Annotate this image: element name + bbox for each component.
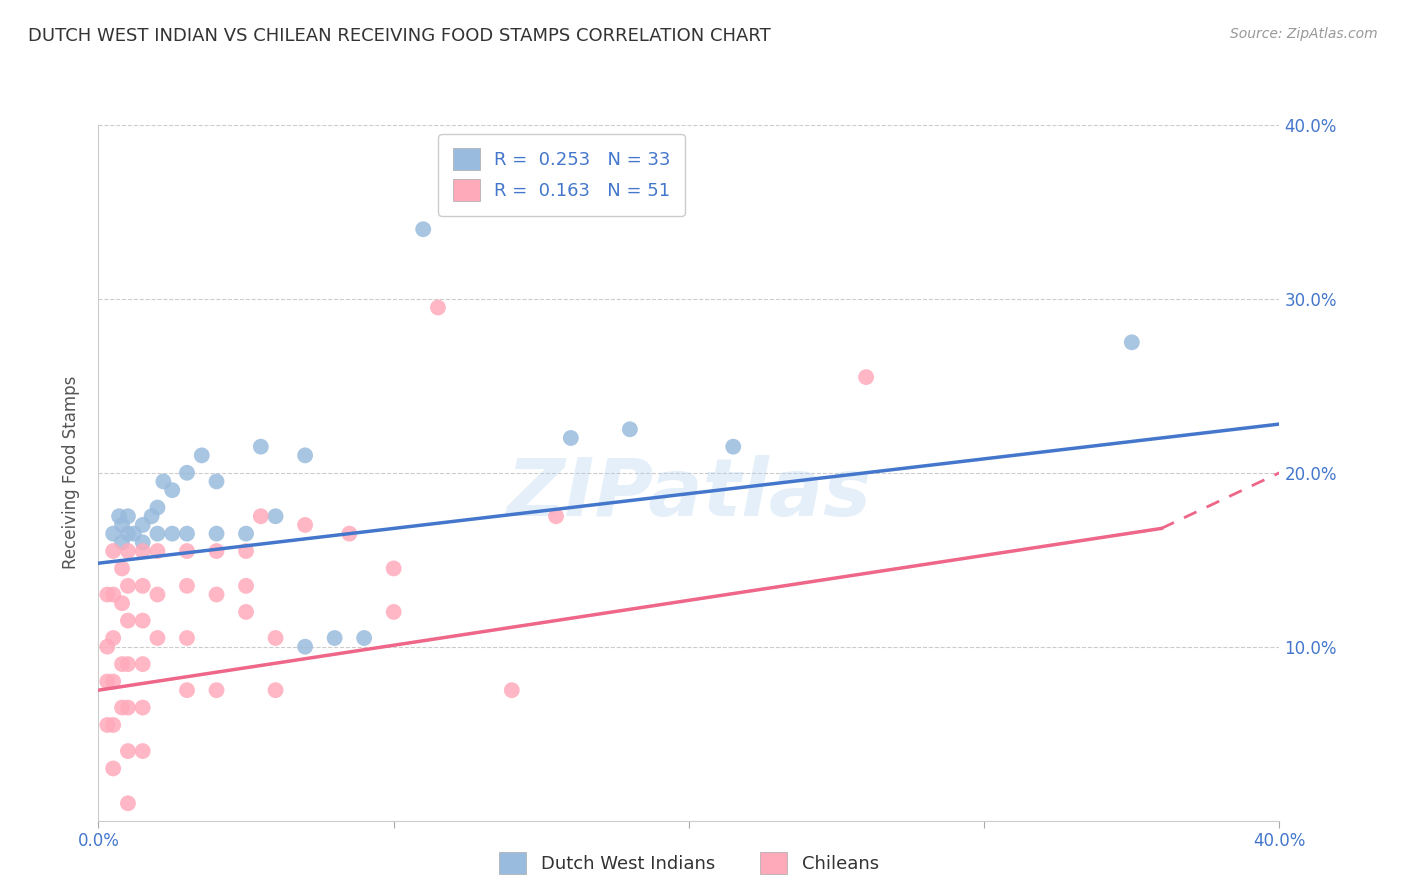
Point xyxy=(264,631,287,645)
Point xyxy=(111,700,134,714)
Point xyxy=(132,657,155,671)
Point xyxy=(264,509,287,524)
Point xyxy=(146,631,169,645)
Point xyxy=(546,509,568,524)
Point xyxy=(96,640,118,654)
Point xyxy=(117,614,139,628)
Point xyxy=(103,587,125,601)
Point xyxy=(855,370,877,384)
Point xyxy=(96,674,118,689)
Point xyxy=(132,744,155,758)
Point xyxy=(111,596,134,610)
Point xyxy=(96,587,118,601)
Point xyxy=(117,526,139,541)
Point xyxy=(132,614,155,628)
Point xyxy=(294,448,316,462)
Point xyxy=(117,796,139,810)
Text: Source: ZipAtlas.com: Source: ZipAtlas.com xyxy=(1230,27,1378,41)
Point xyxy=(141,509,163,524)
Point xyxy=(103,674,125,689)
Point xyxy=(353,631,375,645)
Point xyxy=(176,683,198,698)
Point xyxy=(117,544,139,558)
Point xyxy=(294,517,316,532)
Point xyxy=(132,535,155,549)
Point xyxy=(264,683,287,698)
Point xyxy=(1121,335,1143,350)
Point xyxy=(205,526,228,541)
Point xyxy=(103,526,125,541)
Point xyxy=(176,544,198,558)
Point xyxy=(250,440,273,454)
Point xyxy=(339,526,360,541)
Point xyxy=(205,587,228,601)
Text: DUTCH WEST INDIAN VS CHILEAN RECEIVING FOOD STAMPS CORRELATION CHART: DUTCH WEST INDIAN VS CHILEAN RECEIVING F… xyxy=(28,27,770,45)
Point xyxy=(162,526,183,541)
Point xyxy=(205,544,228,558)
Y-axis label: Receiving Food Stamps: Receiving Food Stamps xyxy=(62,376,80,569)
Point xyxy=(146,500,169,515)
Point xyxy=(152,475,174,489)
Point xyxy=(117,700,139,714)
Point xyxy=(250,509,273,524)
Point xyxy=(235,544,257,558)
Point xyxy=(427,301,450,315)
Point xyxy=(176,526,198,541)
Point xyxy=(382,561,405,575)
Point xyxy=(176,466,198,480)
Point xyxy=(132,517,155,532)
Point xyxy=(117,744,139,758)
Point xyxy=(382,605,405,619)
Point xyxy=(103,761,125,775)
Point xyxy=(205,475,228,489)
Legend: Dutch West Indians, Chileans: Dutch West Indians, Chileans xyxy=(492,845,886,881)
Point xyxy=(132,579,155,593)
Point xyxy=(122,526,145,541)
Point xyxy=(176,631,198,645)
Point xyxy=(235,579,257,593)
Point xyxy=(235,526,257,541)
Point xyxy=(132,544,155,558)
Point xyxy=(205,683,228,698)
Point xyxy=(619,422,641,436)
Point xyxy=(117,509,139,524)
Point xyxy=(146,587,169,601)
Point xyxy=(111,517,134,532)
Point xyxy=(560,431,582,445)
Point xyxy=(111,561,134,575)
Point xyxy=(96,718,118,732)
Point xyxy=(323,631,346,645)
Point xyxy=(103,631,125,645)
Point xyxy=(176,579,198,593)
Point xyxy=(111,657,134,671)
Text: ZIPatlas: ZIPatlas xyxy=(506,455,872,533)
Point xyxy=(117,579,139,593)
Point xyxy=(108,509,131,524)
Point xyxy=(235,605,257,619)
Point xyxy=(501,683,523,698)
Point xyxy=(723,440,745,454)
Point xyxy=(146,544,169,558)
Point xyxy=(146,526,169,541)
Point xyxy=(162,483,183,497)
Point xyxy=(103,718,125,732)
Point xyxy=(132,700,155,714)
Point xyxy=(103,544,125,558)
Point xyxy=(294,640,316,654)
Point xyxy=(111,535,134,549)
Point xyxy=(117,657,139,671)
Point xyxy=(191,448,214,462)
Point xyxy=(412,222,434,236)
Point xyxy=(471,178,494,193)
